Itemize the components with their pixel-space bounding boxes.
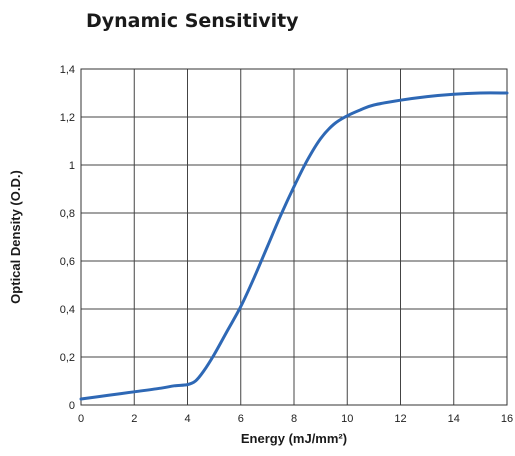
x-tick-label: 2 — [131, 413, 137, 425]
y-tick-label: 1 — [69, 160, 75, 172]
chart-title: Dynamic Sensitivity — [86, 10, 299, 32]
x-tick-label: 0 — [78, 413, 84, 425]
y-tick-label: 1,4 — [60, 64, 75, 76]
y-axis-label: Optical Density (O.D.) — [8, 170, 23, 304]
y-tick-label: 0,4 — [60, 304, 75, 316]
x-tick-label: 4 — [184, 413, 190, 425]
x-tick-label: 8 — [291, 413, 297, 425]
y-tick-label: 0,6 — [60, 256, 75, 268]
x-tick-label: 16 — [501, 413, 513, 425]
x-tick-label: 14 — [448, 413, 460, 425]
x-tick-label: 10 — [341, 413, 353, 425]
series-line — [79, 91, 509, 401]
plot-area-frame — [80, 68, 508, 406]
y-tick-label: 0,2 — [60, 352, 75, 364]
grid-lines — [80, 68, 508, 406]
y-tick-label: 1,2 — [60, 112, 75, 124]
x-tick-label: 6 — [238, 413, 244, 425]
y-tick-label: 0 — [69, 400, 75, 412]
y-tick-label: 0,8 — [60, 208, 75, 220]
x-axis-tick-labels: 0 2 4 6 8 10 12 14 16 — [78, 413, 513, 425]
y-axis-tick-labels: 0 0,2 0,4 0,6 0,8 1 1,2 1,4 — [60, 64, 75, 412]
x-axis-label: Energy (mJ/mm²) — [241, 431, 347, 446]
x-tick-label: 12 — [394, 413, 406, 425]
